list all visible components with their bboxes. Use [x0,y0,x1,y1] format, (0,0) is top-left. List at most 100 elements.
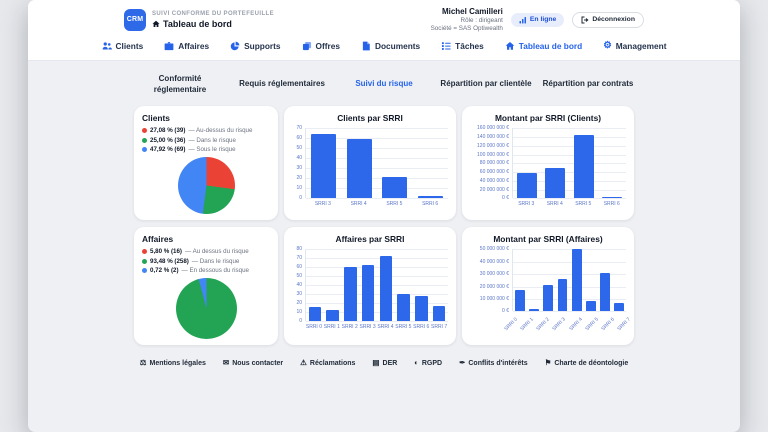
nav-item-supports[interactable]: Supports [230,41,281,51]
tab-repartition-contrats[interactable]: Répartition par contrats [542,79,634,89]
bar [397,294,410,322]
legend-item: 47,92 % (69) — Sous le risque [142,146,270,153]
app-subtitle: SUIVI CONFORME DU PORTEFEUILLE [152,10,275,17]
legend-dot [142,147,147,153]
footer-links: ⚖ Mentions légales ✉ Nous contacter ⚠ Ré… [28,359,740,367]
y-tick-label: 10 000 000 € [479,295,509,302]
tab-conformite-reglementaire[interactable]: Conformité réglementaire [153,73,207,94]
y-tick-label: 20 [296,300,302,307]
legend-dot [142,137,147,143]
gridline [513,198,626,200]
bar [545,167,566,199]
bar [614,303,624,312]
gridline [306,128,448,130]
user-name: Michel Camilleri [441,7,503,16]
status-badge: En ligne [510,12,565,27]
chart-title: Montant par SRRI (Clients) [494,113,602,124]
bar [573,134,594,199]
nav-item-documents[interactable]: Documents [361,41,420,51]
x-tick-label: SRRI 5 [583,316,600,333]
document-icon: ▤ [372,358,380,368]
y-tick-label: 70 [296,125,302,132]
x-tick-label: SRRI 6 [600,316,616,333]
montant-par-srri-affaires-chart: 50 000 000 € 40 000 000 € 30 000 000 € 20 0… [470,246,632,332]
y-tick-label: 50 [296,273,302,280]
gridline [306,158,448,160]
nav-item-offres[interactable]: Offres [302,41,340,51]
affaires-risk-card: Affaires 5,80 % (16) — Au dessus du risq… [134,227,278,346]
y-tick-label: 30 [296,291,302,298]
gridline [306,198,448,200]
gridline [306,148,448,150]
legend-dot [142,258,147,264]
logout-button[interactable]: Déconnexion [572,11,644,28]
bar [515,290,525,312]
x-tick-label: SRRI 3 [359,324,376,331]
footer-link-conflits-interets[interactable]: ✒ Conflits d'intérêts [459,358,528,368]
x-tick-label: SRRI 4 [546,201,563,208]
gridline [306,168,448,170]
footer-link-charte-deontologie[interactable]: ⚑ Charte de déontologie [544,358,629,368]
y-tick-label: 30 [296,165,302,172]
y-tick-label: 100 000 000 € [477,151,509,158]
x-tick-label: SRRI 7 [431,324,448,331]
mail-icon: ✉ [222,358,230,368]
footer-link-nous-contacter[interactable]: ✉ Nous contacter [222,358,284,368]
gridline [513,249,626,251]
gridline [513,163,626,165]
y-tick-label: 80 000 000 € [479,160,509,167]
footer-link-der[interactable]: ▤ DER [372,358,398,368]
document-icon [362,41,370,51]
flag-icon: ⚑ [544,358,552,368]
gridline [306,303,448,305]
affaires-par-srri-chart: 80 70 60 50 40 30 20 10 0 SRRI 0 SRRI 1 SRRI 2 SRRI … [292,246,448,331]
tab-suivi-du-risque[interactable]: Suivi du risque [355,79,413,89]
footer-link-mentions-legales[interactable]: ⚖ Mentions légales [139,358,206,368]
tab-requis-reglementaires[interactable]: Requis réglementaires [239,79,325,89]
risk-tabs: Conformité réglementaire Requis réglemen… [28,70,740,100]
x-tick-label: SRRI 3 [518,201,535,208]
y-tick-label: 40 000 000 € [479,258,509,265]
gear-icon: ⚙ [603,39,612,51]
y-tick-label: 0 [299,318,302,325]
nav-item-clients[interactable]: Clients [102,41,143,51]
y-tick-label: 0 € [502,195,509,202]
gridline [306,285,448,287]
gridline [306,276,448,278]
legend-item: 0,72 % (2) — En dessous du risque [142,267,270,274]
nav-item-management[interactable]: ⚙ Management [603,39,667,51]
legend-dot [142,249,147,255]
footer-link-rgpd[interactable]: ◐ RGPD [414,358,443,368]
chart-title: Clients par SRRI [337,113,403,124]
y-tick-label: 40 000 000 € [479,177,509,184]
nav-item-taches[interactable]: Tâches [441,41,484,51]
bar [344,267,357,322]
signal-bars-icon [519,16,526,24]
app-window: CRM SUIVI CONFORME DU PORTEFEUILLE Table… [28,0,740,432]
gridline [306,258,448,260]
bar [326,309,339,322]
y-tick-label: 160 000 000 € [477,125,509,132]
x-tick-label: SRRI 4 [567,316,584,333]
clients-pie-legend: 27,08 % (39) — Au-dessus du risque 25,00… [142,127,270,153]
chart-title: Montant par SRRI (Affaires) [493,234,603,245]
y-tick-label: 0 [299,195,302,202]
x-tick-label: SRRI 3 [314,201,331,208]
footer-link-reclamations[interactable]: ⚠ Réclamations [300,358,356,368]
crm-logo: CRM [124,8,146,31]
gridline [513,286,626,288]
bar [585,301,596,312]
gridline [306,267,448,269]
y-tick-label: 120 000 000 € [477,142,509,149]
tab-repartition-clientele[interactable]: Répartition par clientèle [440,79,532,89]
bar [346,139,372,199]
legend-item: 27,08 % (39) — Au-dessus du risque [142,127,270,134]
nav-item-affaires[interactable]: Affaires [164,41,209,51]
y-tick-label: 40 [296,155,302,162]
y-tick-label: 50 000 000 € [479,246,509,253]
nav-item-tableau-de-bord[interactable]: Tableau de bord [505,41,582,51]
y-tick-label: 60 [296,264,302,271]
legend-dot [142,128,147,134]
gridline [513,154,626,156]
x-tick-label: SRRI 3 [551,316,568,333]
